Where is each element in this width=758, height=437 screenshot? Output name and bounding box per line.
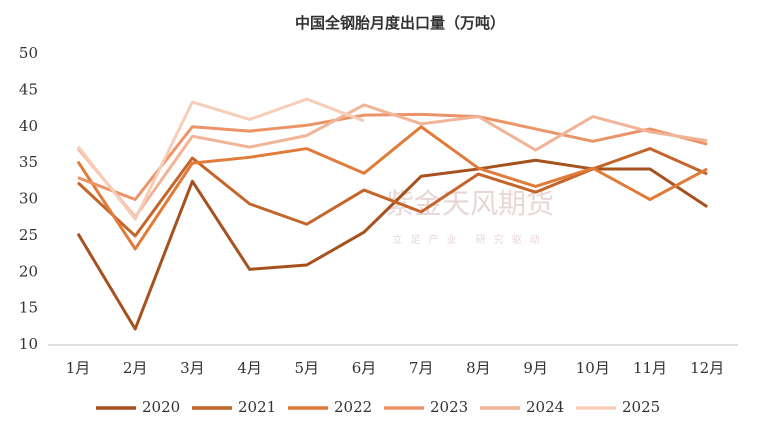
legend-label: 2025	[622, 398, 660, 416]
x-tick-label: 7月	[409, 359, 434, 377]
legend-label: 2023	[430, 398, 468, 416]
y-tick-label: 45	[19, 80, 38, 98]
x-tick-label: 2月	[123, 359, 148, 377]
y-tick-label: 40	[19, 117, 38, 135]
x-tick-label: 4月	[237, 359, 262, 377]
x-tick-label: 12月	[690, 359, 724, 377]
y-tick-label: 50	[19, 44, 38, 62]
x-tick-label: 8月	[466, 359, 491, 377]
legend-label: 2022	[334, 398, 372, 416]
series-line	[76, 158, 709, 331]
y-tick-label: 20	[19, 262, 38, 280]
y-tick-label: 15	[19, 299, 38, 317]
series-line	[76, 125, 708, 251]
chart-title: 中国全钢胎月度出口量（万吨）	[295, 14, 505, 32]
x-tick-label: 3月	[180, 359, 205, 377]
series-line	[76, 147, 708, 238]
y-tick-label: 10	[19, 335, 38, 353]
x-tick-label: 9月	[523, 359, 548, 377]
watermark: 紫金天风期货	[386, 187, 554, 220]
x-tick-label: 10月	[576, 359, 610, 377]
x-tick-label: 6月	[352, 359, 377, 377]
y-tick-label: 35	[19, 153, 38, 171]
series-line	[76, 97, 365, 221]
y-tick-label: 25	[19, 226, 38, 244]
x-tick-label: 11月	[633, 359, 667, 377]
x-tick-label: 1月	[66, 359, 91, 377]
legend-label: 2024	[526, 398, 564, 416]
legend-label: 2020	[142, 398, 180, 416]
series-line	[76, 103, 708, 219]
x-tick-label: 5月	[295, 359, 320, 377]
watermark-sub: 立足产业 研究驱动	[392, 233, 547, 246]
y-tick-label: 30	[19, 190, 38, 208]
legend-label: 2021	[238, 398, 276, 416]
